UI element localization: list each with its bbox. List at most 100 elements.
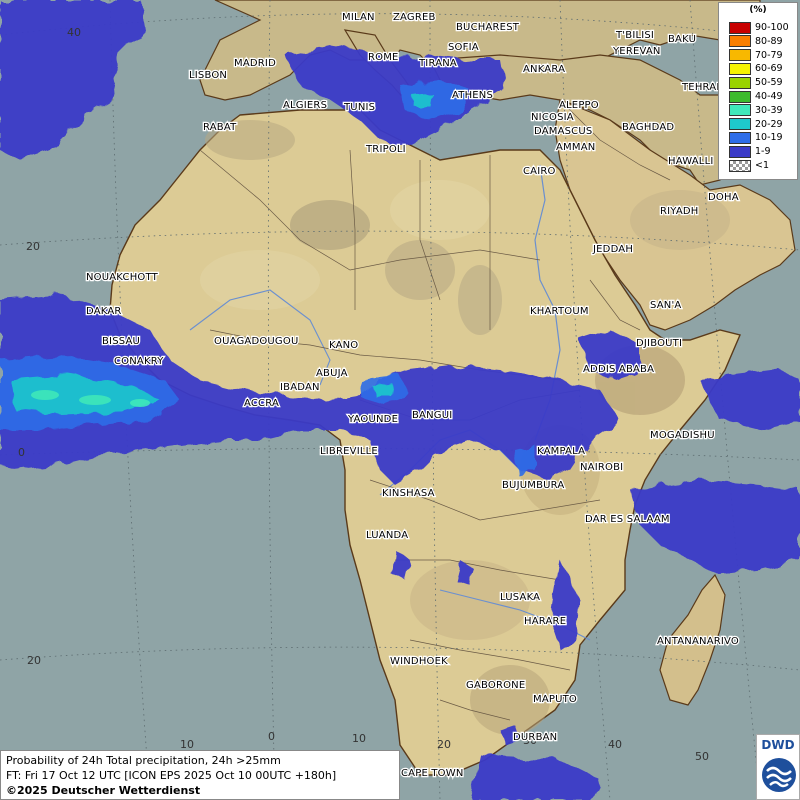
city-label: CONAKRY (114, 356, 164, 367)
legend-label: 1-9 (755, 146, 771, 158)
svg-text:20: 20 (27, 654, 41, 667)
svg-text:0: 0 (268, 730, 275, 743)
city-label: DAR ES SALAAM (585, 514, 670, 525)
legend-row: 20-29 (729, 118, 783, 131)
city-label: BISSAU (102, 336, 140, 347)
dwd-logo: DWD (756, 734, 800, 800)
city-label: ALGIERS (283, 100, 327, 111)
legend-swatch (729, 118, 751, 131)
legend-label: <1 (755, 160, 770, 171)
legend-label: 10-19 (755, 132, 783, 144)
legend: (%) 90-100 80-89 70-79 60-69 50-59 40-49 30-39… (718, 2, 798, 180)
info-box: Probability of 24h Total precipitation, … (0, 750, 400, 800)
svg-text:40: 40 (608, 738, 622, 751)
city-label: KANO (329, 340, 358, 351)
svg-text:0: 0 (18, 446, 25, 459)
legend-swatch (729, 62, 751, 75)
legend-swatch (729, 104, 751, 117)
city-label: KHARTOUM (530, 306, 589, 317)
legend-label: 60-69 (755, 63, 783, 75)
city-label: DURBAN (513, 732, 557, 743)
legend-label: 30-39 (755, 104, 783, 116)
city-label: CAPE TOWN (401, 768, 464, 779)
legend-swatch (729, 21, 751, 34)
city-label: DAKAR (86, 306, 122, 317)
city-label: NOUAKCHOTT (86, 272, 159, 283)
forecast-time: FT: Fri 17 Oct 12 UTC [ICON EPS 2025 Oct… (6, 769, 337, 782)
city-label: HARARE (524, 616, 566, 627)
city-label: YEREVAN (612, 46, 661, 57)
city-label: ALEPPO (559, 100, 599, 111)
precip-band-20-29 (10, 93, 432, 414)
city-label: JEDDAH (592, 244, 633, 255)
city-label: ACCRA (244, 398, 279, 409)
legend-label: 70-79 (755, 49, 783, 61)
legend-row: <1 (729, 159, 769, 172)
legend-row: 40-49 (729, 90, 783, 103)
legend-label: 20-29 (755, 118, 783, 130)
legend-row: 90-100 (729, 21, 789, 34)
legend-label: 80-89 (755, 35, 783, 47)
city-label: WINDHOEK (390, 656, 448, 667)
city-label: LIBREVILLE (320, 446, 378, 457)
legend-row: 10-19 (729, 131, 783, 144)
city-label: IBADAN (280, 382, 320, 393)
city-label: ROME (368, 52, 399, 63)
svg-text:20: 20 (26, 240, 40, 253)
legend-swatch (729, 35, 751, 48)
city-label: DJIBOUTI (636, 338, 682, 349)
city-label: DAMASCUS (534, 126, 592, 137)
city-label: TIRANA (418, 58, 457, 69)
city-label: RIYADH (660, 206, 699, 217)
svg-text:30: 30 (523, 734, 537, 747)
city-label: AMMAN (556, 142, 595, 153)
city-label: NICOSIA (531, 112, 574, 123)
niger-river (189, 289, 331, 386)
city-label: YAOUNDE (347, 414, 398, 425)
legend-row: 70-79 (729, 49, 783, 62)
svg-text:10: 10 (352, 732, 366, 745)
city-label: BAKU (668, 34, 696, 45)
legend-row: 50-59 (729, 76, 783, 89)
city-label: GABORONE (466, 680, 525, 691)
city-label: TRIPOLI (365, 144, 406, 155)
svg-text:20: 20 (437, 738, 451, 751)
city-label: RABAT (203, 122, 237, 133)
city-label: BANGUI (412, 410, 452, 421)
legend-swatch (729, 145, 751, 158)
country-borders (199, 99, 671, 721)
legend-unit: (%) (749, 5, 767, 15)
city-label: LISBON (189, 70, 227, 81)
city-label: TEHRAN (681, 82, 724, 93)
city-label: OUAGADOUGOU (214, 336, 298, 347)
city-label: SOFIA (448, 42, 479, 53)
city-label: TUNIS (343, 102, 375, 113)
precip-band-30-39 (31, 390, 150, 407)
city-label: ANTANANARIVO (657, 636, 739, 647)
madagascar-land (659, 573, 726, 706)
city-label: MILAN (342, 12, 375, 23)
city-label: MAPUTO (533, 694, 577, 705)
legend-swatch (729, 49, 751, 62)
city-label: ZAGREB (393, 12, 436, 23)
city-label: BUJUMBURA (502, 480, 564, 491)
city-label: ADDIS ABABA (583, 364, 654, 375)
grid-labels: 40 20 0 20 10 0 10 20 30 40 50 (18, 26, 709, 763)
product-title: Probability of 24h Total precipitation, … (6, 754, 281, 767)
copyright: ©2025 Deutscher Wetterdienst (6, 784, 201, 797)
legend-swatch (729, 131, 751, 144)
city-label: LUANDA (366, 530, 408, 541)
city-label: KINSHASA (382, 488, 435, 499)
city-label: MOGADISHU (650, 430, 715, 441)
legend-row: 1-9 (729, 145, 771, 158)
city-label: LUSAKA (500, 592, 540, 603)
city-labels: MILAN ZAGREB BUCHAREST BAKU T'BILISI YER… (85, 11, 740, 781)
city-label: DOHA (708, 192, 739, 203)
dwd-logo-text: DWD (761, 738, 795, 752)
city-label: ABUJA (316, 368, 348, 379)
city-label: BAGHDAD (622, 122, 674, 133)
legend-row: 30-39 (729, 104, 783, 117)
